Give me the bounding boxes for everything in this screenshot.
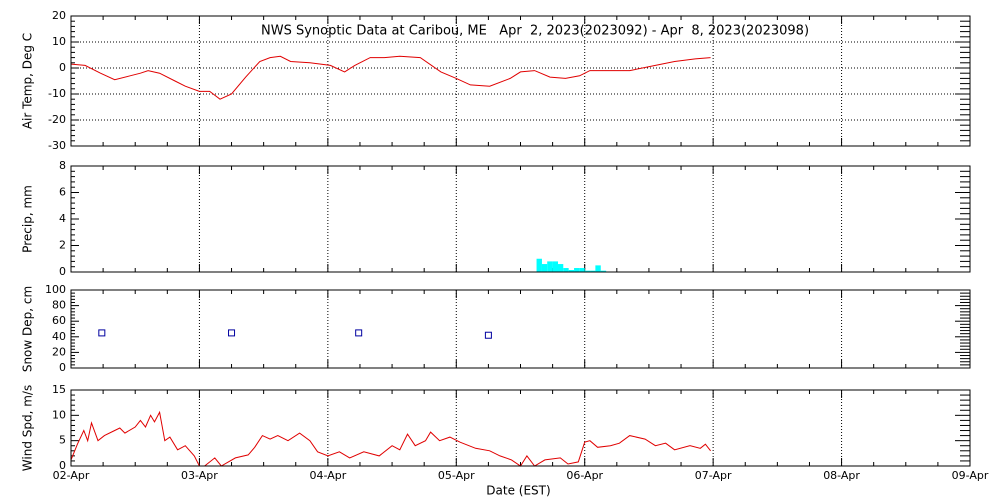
y-tick-label: 100	[45, 283, 66, 296]
y-tick-label: 60	[52, 314, 66, 327]
bar	[547, 261, 553, 272]
y-tick-label: 2	[59, 239, 66, 252]
x-tick-label: 07-Apr	[695, 469, 732, 482]
x-tick-label: 09-Apr	[952, 469, 989, 482]
y-tick-label: 0	[59, 459, 66, 472]
point	[355, 329, 363, 337]
data-line	[70, 55, 711, 100]
data-line	[70, 410, 711, 467]
x-tick-label: 03-Apr	[181, 469, 218, 482]
y-axis-label: Snow Dep, cm	[21, 286, 35, 372]
y-tick-label: -20	[48, 113, 66, 126]
point	[228, 329, 236, 337]
y-axis-label: Air Temp, Deg C	[21, 33, 35, 129]
y-tick-label: 80	[52, 299, 66, 312]
y-tick-label: -10	[48, 87, 66, 100]
x-tick-label: 05-Apr	[438, 469, 475, 482]
bar	[600, 270, 607, 272]
bar	[568, 270, 575, 272]
bar	[552, 261, 559, 272]
y-tick-label: -30	[48, 139, 66, 152]
y-tick-label: 0	[59, 61, 66, 74]
y-tick-label: 10	[52, 408, 66, 421]
bar	[579, 268, 585, 272]
y-tick-label: 5	[59, 434, 66, 447]
y-tick-label: 10	[52, 35, 66, 48]
bar	[590, 270, 596, 272]
bar	[574, 268, 580, 272]
y-tick-label: 0	[59, 361, 66, 374]
y-tick-label: 20	[52, 345, 66, 358]
point	[484, 331, 492, 339]
y-tick-label: 15	[52, 383, 66, 396]
y-tick-label: 8	[59, 159, 66, 172]
bar	[595, 265, 601, 272]
y-axis-label: Wind Spd, m/s	[21, 385, 35, 471]
x-axis-label: Date (EST)	[486, 484, 550, 498]
y-tick-label: 6	[59, 186, 66, 199]
x-tick-label: 08-Apr	[823, 469, 860, 482]
x-tick-label: 04-Apr	[309, 469, 346, 482]
plot-frame	[70, 289, 971, 369]
y-axis-label: Precip, mm	[21, 185, 35, 253]
bar	[541, 264, 548, 272]
y-tick-label: 4	[59, 212, 66, 225]
y-tick-label: 0	[59, 265, 66, 278]
bar	[563, 268, 569, 272]
bar	[536, 258, 542, 272]
y-tick-label: 20	[52, 9, 66, 22]
x-tick-label: 02-Apr	[53, 469, 90, 482]
y-tick-label: 40	[52, 330, 66, 343]
chart-title: NWS Synoptic Data at Caribou, ME Apr 2, …	[261, 24, 809, 39]
point	[98, 329, 106, 337]
plot-frame	[70, 165, 971, 273]
bar	[558, 264, 564, 272]
bar	[584, 270, 591, 272]
plot-frame	[70, 15, 971, 147]
x-tick-label: 06-Apr	[566, 469, 603, 482]
plot-frame	[70, 389, 971, 467]
